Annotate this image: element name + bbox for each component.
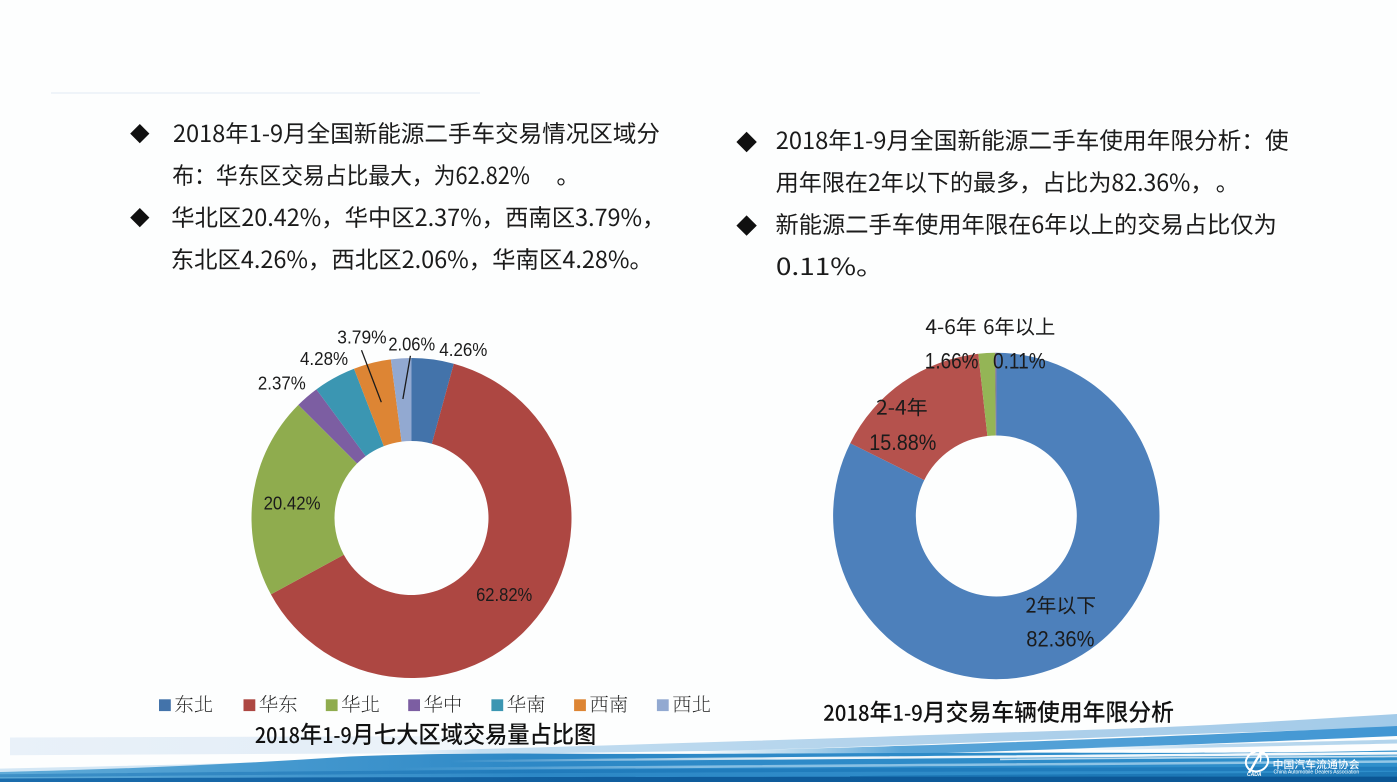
svg-text:2.37%: 2.37% xyxy=(258,373,306,393)
svg-text:62.82%: 62.82% xyxy=(476,585,532,605)
svg-text:1.66%: 1.66% xyxy=(925,349,979,374)
svg-text:3.79%: 3.79% xyxy=(337,327,386,347)
svg-text:2.06%: 2.06% xyxy=(388,334,435,354)
svg-text:China Automobile Dealers Assoc: China Automobile Dealers Association xyxy=(1274,770,1360,776)
svg-text:4.28%: 4.28% xyxy=(300,349,348,369)
svg-text:82.36%: 82.36% xyxy=(1026,626,1094,651)
svg-text:15.88%: 15.88% xyxy=(869,430,936,455)
svg-text:CADA: CADA xyxy=(1247,772,1262,778)
svg-text:20.42%: 20.42% xyxy=(264,493,321,513)
svg-text:4.26%: 4.26% xyxy=(439,340,487,360)
svg-text:0.11%: 0.11% xyxy=(993,349,1046,374)
